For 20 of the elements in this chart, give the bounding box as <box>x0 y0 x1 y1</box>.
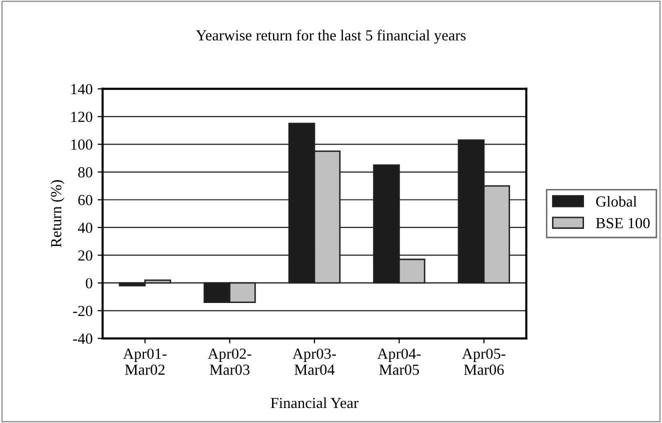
y-tick-label: -40 <box>73 334 92 344</box>
y-tick-label: 120 <box>71 112 92 122</box>
y-tick-label: 60 <box>78 194 92 206</box>
y-tick-label: 40 <box>78 222 92 233</box>
y-tick-label: 20 <box>78 250 92 261</box>
x-tick-label: Apr05- Mar06 <box>462 348 506 375</box>
y-tick-label: 80 <box>78 167 92 178</box>
x-tick-label: Apr04- Mar05 <box>377 348 421 375</box>
chart-title: Yearwise return for the last 5 financial years <box>196 30 466 44</box>
y-tick-label: 0 <box>86 278 92 288</box>
y-tick-label: 140 <box>71 84 92 94</box>
x-tick-label: Apr02- Mar03 <box>208 348 252 375</box>
y-tick-label: 100 <box>71 139 92 150</box>
x-tick-label: Apr03- Mar04 <box>292 348 336 375</box>
x-tick-label: Apr01- Mar02 <box>123 348 166 375</box>
legend-label: Global <box>596 196 637 207</box>
y-axis-title: Return (%) <box>50 180 64 248</box>
x-axis-title: Financial Year <box>270 397 358 408</box>
y-tick-label: -20 <box>73 306 92 316</box>
legend-label: BSE 100 <box>596 218 650 228</box>
